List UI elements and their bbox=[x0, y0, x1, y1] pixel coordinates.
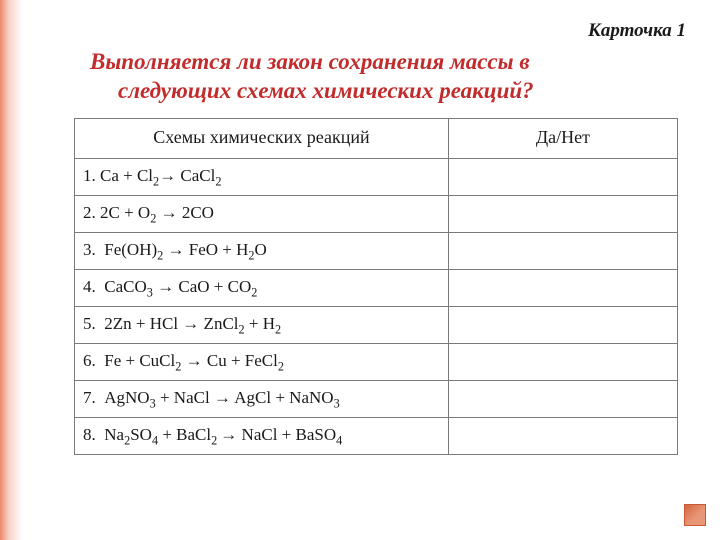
table-row: 6. Fe + CuCl2 → Cu + FeCl2 bbox=[75, 344, 678, 381]
table-row: 2. 2C + O2 → 2CO bbox=[75, 196, 678, 233]
table-row: 7. AgNO3 + NaCl → AgCl + NaNO3 bbox=[75, 381, 678, 418]
table-row: 8. Na2SO4 + BaCl2 → NaCl + BaSO4 bbox=[75, 418, 678, 455]
card-label: Карточка 1 bbox=[588, 20, 686, 42]
reaction-cell: 4. CaCO3 → CaO + CO2 bbox=[75, 270, 449, 307]
answer-cell[interactable] bbox=[448, 344, 677, 381]
table-row: 4. CaCO3 → CaO + CO2 bbox=[75, 270, 678, 307]
answer-cell[interactable] bbox=[448, 196, 677, 233]
question-heading: Выполняется ли закон сохранения массы в … bbox=[90, 48, 665, 106]
answer-cell[interactable] bbox=[448, 159, 677, 196]
corner-decoration bbox=[684, 504, 706, 526]
table-body: 1. Ca + Cl2→ CaCl22. 2C + O2 → 2CO3. Fe(… bbox=[75, 159, 678, 455]
answer-cell[interactable] bbox=[448, 233, 677, 270]
question-line-1: Выполняется ли закон сохранения массы в bbox=[90, 48, 665, 77]
table-row: 1. Ca + Cl2→ CaCl2 bbox=[75, 159, 678, 196]
reaction-cell: 5. 2Zn + HCl → ZnCl2 + H2 bbox=[75, 307, 449, 344]
answer-cell[interactable] bbox=[448, 270, 677, 307]
question-line-2: следующих схемах химических реакций? bbox=[118, 77, 665, 106]
reaction-cell: 3. Fe(OH)2 → FeO + H2O bbox=[75, 233, 449, 270]
table-row: 5. 2Zn + HCl → ZnCl2 + H2 bbox=[75, 307, 678, 344]
table-row: 3. Fe(OH)2 → FeO + H2O bbox=[75, 233, 678, 270]
left-accent-border bbox=[0, 0, 22, 540]
reaction-cell: 2. 2C + O2 → 2CO bbox=[75, 196, 449, 233]
answer-cell[interactable] bbox=[448, 418, 677, 455]
answer-cell[interactable] bbox=[448, 381, 677, 418]
answer-cell[interactable] bbox=[448, 307, 677, 344]
header-reactions: Схемы химических реакций bbox=[75, 119, 449, 159]
reaction-cell: 7. AgNO3 + NaCl → AgCl + NaNO3 bbox=[75, 381, 449, 418]
reactions-table: Схемы химических реакций Да/Нет 1. Ca + … bbox=[74, 118, 678, 455]
table-header-row: Схемы химических реакций Да/Нет bbox=[75, 119, 678, 159]
header-answer: Да/Нет bbox=[448, 119, 677, 159]
reaction-cell: 8. Na2SO4 + BaCl2 → NaCl + BaSO4 bbox=[75, 418, 449, 455]
reaction-cell: 1. Ca + Cl2→ CaCl2 bbox=[75, 159, 449, 196]
reaction-cell: 6. Fe + CuCl2 → Cu + FeCl2 bbox=[75, 344, 449, 381]
